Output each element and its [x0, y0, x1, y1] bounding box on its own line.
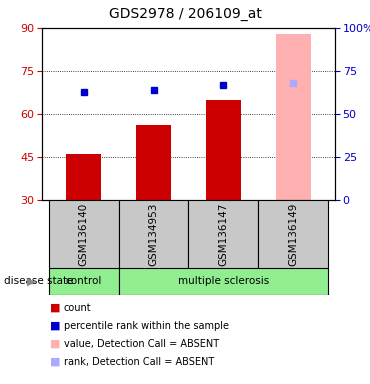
Bar — [49, 268, 119, 295]
Text: ▶: ▶ — [27, 276, 35, 286]
Text: percentile rank within the sample: percentile rank within the sample — [64, 321, 229, 331]
Bar — [258, 200, 328, 268]
Text: GSM136147: GSM136147 — [218, 202, 228, 266]
Text: ■: ■ — [50, 321, 61, 331]
Bar — [67, 154, 101, 200]
Bar — [188, 200, 258, 268]
Text: control: control — [65, 276, 102, 286]
Bar — [276, 34, 310, 200]
Text: count: count — [64, 303, 92, 313]
Text: GSM134953: GSM134953 — [149, 202, 159, 266]
Text: ■: ■ — [50, 303, 61, 313]
Text: GSM136149: GSM136149 — [288, 202, 298, 266]
Text: ■: ■ — [50, 357, 61, 367]
Text: value, Detection Call = ABSENT: value, Detection Call = ABSENT — [64, 339, 219, 349]
Bar — [49, 200, 119, 268]
Text: disease state: disease state — [4, 276, 73, 286]
Bar — [206, 100, 241, 200]
Text: GSM136140: GSM136140 — [79, 202, 89, 266]
Bar — [119, 200, 188, 268]
Text: ■: ■ — [50, 339, 61, 349]
Text: multiple sclerosis: multiple sclerosis — [178, 276, 269, 286]
Text: GDS2978 / 206109_at: GDS2978 / 206109_at — [108, 7, 262, 21]
Text: rank, Detection Call = ABSENT: rank, Detection Call = ABSENT — [64, 357, 214, 367]
Bar — [136, 126, 171, 200]
Bar — [119, 268, 328, 295]
